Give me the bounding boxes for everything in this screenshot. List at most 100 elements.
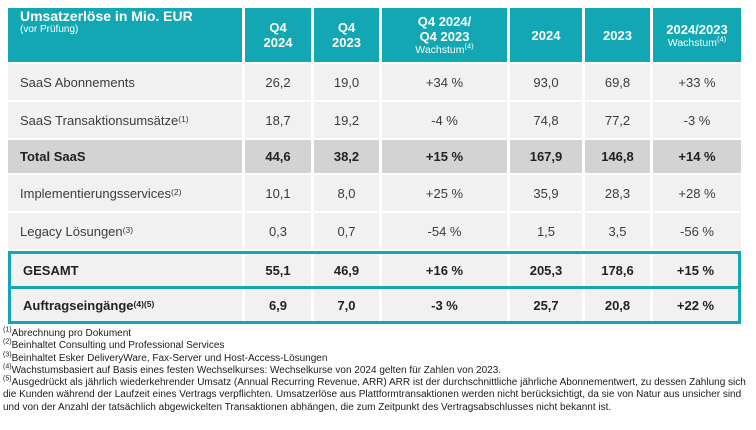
cell-fy-growth: -56 %: [653, 213, 741, 249]
table-row: Legacy Lösungen (3) 0,3 0,7 -54 % 1,5 3,5 -56 %: [8, 213, 741, 249]
table-row: SaaS Transaktionsumsätze (1) 18,7 19,2 -4 % 7…: [8, 102, 741, 138]
cell-fy-2024: 205,3: [510, 254, 582, 286]
table-row: SaaS Abonnements 26,2 19,0 +34 % 93,0 69,8 +33…: [8, 64, 741, 100]
cell-fy-2024: 25,7: [510, 289, 582, 321]
column-header-line: Q4 2023: [419, 29, 470, 44]
column-header-q4-2023: Q4 2023: [314, 8, 379, 62]
cell-fy-growth: -3 %: [653, 102, 741, 138]
column-header-sub-label: Wachstum: [415, 44, 465, 56]
cell-q4-2023: 8,0: [314, 175, 379, 211]
footnote-text: Abrechnung pro Dokument: [11, 328, 132, 339]
cell-fy-2024: 93,0: [510, 64, 582, 100]
totals-box: GESAMT 55,1 46,9 +16 % 205,3 178,6 +15 % Auftra…: [8, 251, 741, 324]
table-title-cell: Umsatzerlöse in Mio. EUR (vor Prüfung): [8, 8, 242, 62]
page-title: Umsatzerlöse in Mio. EUR: [20, 8, 193, 24]
row-label: Total SaaS: [20, 149, 86, 164]
column-header-line: 2024/2023: [666, 21, 728, 37]
row-label: SaaS Transaktionsumsätze: [20, 112, 179, 128]
cell-fy-2023: 3,5: [585, 213, 650, 249]
column-header-line: 2023: [332, 35, 361, 50]
cell-fy-growth: +33 %: [653, 64, 741, 100]
cell-q4-2023: 7,0: [314, 289, 379, 321]
cell-q4-growth: +25 %: [382, 175, 507, 211]
cell-fy-2024: 1,5: [510, 213, 582, 249]
cell-fy-2024: 35,9: [510, 175, 582, 211]
footnote: (1)Abrechnung pro Dokument: [3, 326, 753, 340]
cell-q4-2024: 10,1: [245, 175, 311, 211]
footnote: (4)Wachstumsbasiert auf Basis eines fest…: [3, 363, 753, 377]
footnotes: (1)Abrechnung pro Dokument (2)Beinhaltet …: [3, 326, 753, 414]
cell-q4-2024: 6,9: [245, 289, 311, 321]
row-label-cell: Total SaaS: [8, 140, 242, 173]
table-row: GESAMT 55,1 46,9 +16 % 205,3 178,6 +15 %: [11, 254, 738, 286]
revenue-table: Umsatzerlöse in Mio. EUR (vor Prüfung) Q4 2…: [8, 8, 741, 324]
cell-fy-2024: 167,9: [510, 140, 582, 173]
row-label: Auftragseingänge: [23, 297, 134, 313]
footnote-ref: (4): [464, 41, 474, 51]
table-header-row: Umsatzerlöse in Mio. EUR (vor Prüfung) Q4 2…: [8, 8, 741, 62]
row-label: Legacy Lösungen: [20, 223, 123, 239]
cell-q4-2024: 18,7: [245, 102, 311, 138]
cell-fy-2023: 77,2: [585, 102, 650, 138]
row-label-cell: SaaS Abonnements: [8, 64, 242, 100]
row-label: Implementierungsservices: [20, 185, 172, 201]
cell-q4-2023: 46,9: [314, 254, 379, 286]
footnote-marker: (3): [3, 351, 12, 359]
cell-fy-2023: 20,8: [585, 289, 650, 321]
column-header-sub-label: Wachstum: [667, 36, 718, 49]
footnote-marker: (2): [3, 338, 12, 346]
cell-q4-growth: -54 %: [382, 213, 507, 249]
footnote-text: Ausgedrückt als jährlich wiederkehrender…: [3, 377, 746, 413]
cell-q4-growth: -3 %: [382, 289, 507, 321]
column-header-line: Q4 2024/: [417, 14, 472, 29]
row-label: GESAMT: [23, 262, 79, 278]
cell-fy-growth: +28 %: [653, 175, 741, 211]
cell-q4-growth: -4 %: [382, 102, 507, 138]
cell-fy-2023: 28,3: [585, 175, 650, 211]
footnote-ref: (4): [717, 34, 727, 43]
column-header-q4-growth: Q4 2024/Q4 2023 Wachstum(4): [382, 8, 507, 62]
column-header-fy-2023: 2023: [585, 8, 650, 62]
cell-fy-2023: 69,8: [585, 64, 650, 100]
column-header-line: Q4: [337, 20, 356, 35]
table-row: Auftragseingänge (4)(5) 6,9 7,0 -3 % 25,7 20,8…: [11, 286, 738, 321]
footnote: (5)Ausgedrückt als jährlich wiederkehren…: [3, 375, 753, 414]
cell-q4-2023: 38,2: [314, 140, 379, 173]
column-header-line: 2024: [263, 35, 293, 50]
column-header-subline: Wachstum(4): [667, 34, 727, 49]
footnote-marker: (4): [3, 363, 12, 371]
column-header-fy-growth: 2024/2023 Wachstum(4): [653, 8, 741, 62]
cell-q4-2023: 19,0: [314, 64, 379, 100]
column-header-subline: Wachstum(4): [415, 41, 474, 56]
cell-q4-2024: 26,2: [245, 64, 311, 100]
footnote-marker: (1): [3, 326, 12, 334]
cell-fy-growth: +22 %: [653, 289, 738, 321]
row-label-cell: Auftragseingänge (4)(5): [11, 289, 242, 321]
page-subtitle: (vor Prüfung): [20, 24, 79, 35]
footnote: (3)Beinhaltet Esker DeliveryWare, Fax-Se…: [3, 351, 753, 365]
row-label-cell: GESAMT: [11, 254, 242, 286]
row-label-cell: Implementierungsservices (2): [8, 175, 242, 211]
table-row: Total SaaS 44,6 38,2 +15 % 167,9 146,8 +14 %: [8, 140, 741, 173]
cell-q4-growth: +34 %: [382, 64, 507, 100]
cell-q4-growth: +15 %: [382, 140, 507, 173]
column-header-line: Q4: [269, 20, 287, 35]
cell-q4-2023: 19,2: [314, 102, 379, 138]
cell-fy-2024: 74,8: [510, 102, 582, 138]
cell-q4-2024: 0,3: [245, 213, 311, 249]
footnote-text: Beinhaltet Esker DeliveryWare, Fax-Serve…: [11, 352, 328, 364]
row-label: SaaS Abonnements: [20, 74, 135, 90]
column-header-q4-2024: Q4 2024: [245, 8, 311, 62]
column-header-fy-2024: 2024: [510, 8, 582, 62]
cell-fy-growth: +14 %: [653, 140, 741, 173]
footnote-text: Wachstumsbasiert auf Basis eines festen …: [11, 364, 502, 376]
column-header-line: 2023: [603, 27, 632, 43]
cell-fy-2023: 146,8: [585, 140, 650, 173]
table-row: Implementierungsservices (2) 10,1 8,0 +25 % 3…: [8, 175, 741, 211]
cell-q4-2024: 55,1: [245, 254, 311, 286]
footnote-marker: (5): [3, 375, 12, 383]
footnote-text: Beinhaltet Consulting und Professional S…: [11, 340, 225, 352]
row-label-cell: SaaS Transaktionsumsätze (1): [8, 102, 242, 138]
row-label-cell: Legacy Lösungen (3): [8, 213, 242, 249]
cell-fy-growth: +15 %: [653, 254, 738, 286]
